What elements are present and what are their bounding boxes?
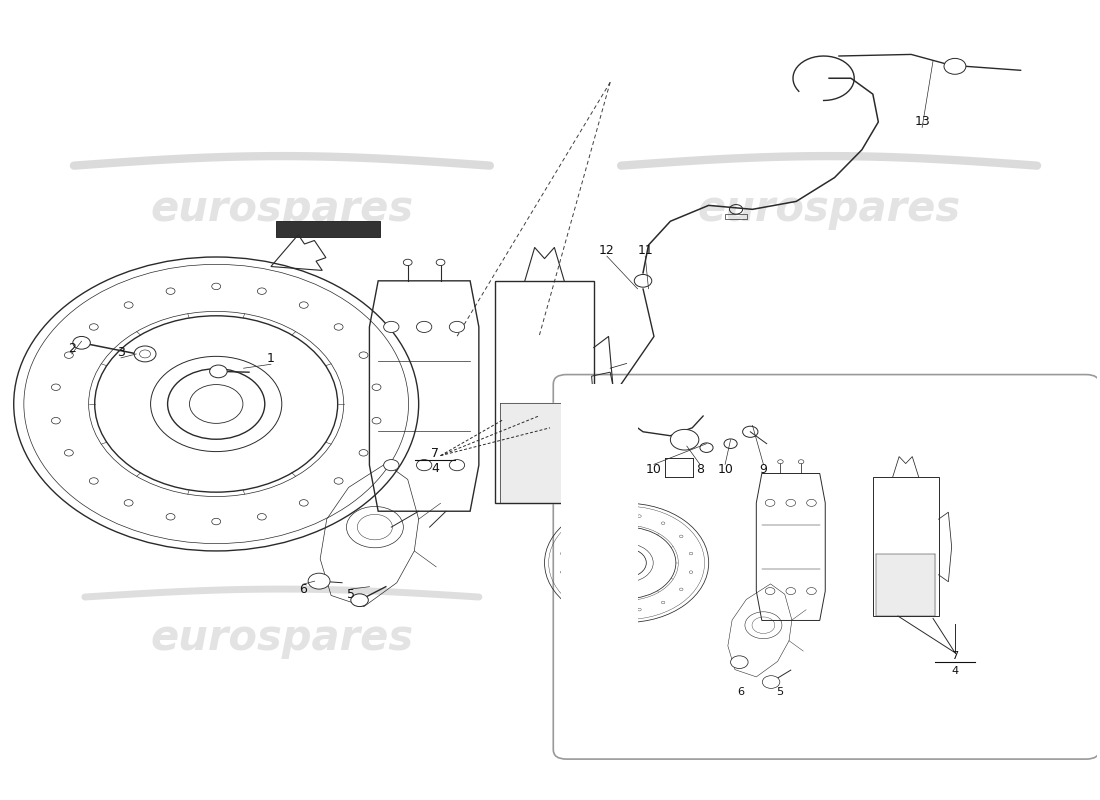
Circle shape <box>700 443 713 453</box>
Text: 6: 6 <box>299 582 307 595</box>
Circle shape <box>65 352 74 358</box>
Circle shape <box>351 594 369 606</box>
Circle shape <box>762 676 780 688</box>
Circle shape <box>661 522 664 525</box>
Circle shape <box>166 514 175 520</box>
Text: 11: 11 <box>637 244 653 257</box>
Circle shape <box>372 384 381 390</box>
Circle shape <box>638 514 641 518</box>
Circle shape <box>404 259 412 266</box>
Circle shape <box>588 522 592 525</box>
Circle shape <box>449 459 464 470</box>
Circle shape <box>449 322 464 333</box>
Circle shape <box>690 571 693 574</box>
Circle shape <box>778 460 783 464</box>
Circle shape <box>786 587 795 594</box>
Circle shape <box>89 478 98 484</box>
Circle shape <box>299 500 308 506</box>
Text: 13: 13 <box>914 115 929 129</box>
Circle shape <box>257 514 266 520</box>
Text: 10: 10 <box>646 463 662 477</box>
Circle shape <box>799 460 804 464</box>
Text: 4: 4 <box>952 666 958 676</box>
Circle shape <box>372 418 381 424</box>
Text: 5: 5 <box>346 588 355 601</box>
Text: 2: 2 <box>68 342 76 355</box>
Text: 12: 12 <box>600 244 615 257</box>
Circle shape <box>166 288 175 294</box>
Circle shape <box>334 324 343 330</box>
Circle shape <box>724 439 737 449</box>
Circle shape <box>437 259 444 266</box>
Circle shape <box>257 288 266 294</box>
Circle shape <box>134 346 156 362</box>
Circle shape <box>944 58 966 74</box>
Circle shape <box>786 499 795 506</box>
Text: 9: 9 <box>759 463 768 477</box>
Circle shape <box>417 322 432 333</box>
Circle shape <box>359 450 369 456</box>
Circle shape <box>167 369 265 439</box>
Circle shape <box>607 549 647 577</box>
Text: 4: 4 <box>431 462 439 475</box>
Circle shape <box>570 588 574 590</box>
Circle shape <box>299 302 308 308</box>
Text: 8: 8 <box>696 463 704 477</box>
Text: 1: 1 <box>267 352 275 365</box>
Circle shape <box>638 608 641 611</box>
Text: eurospares: eurospares <box>151 188 414 230</box>
Circle shape <box>635 274 652 287</box>
Circle shape <box>334 478 343 484</box>
Circle shape <box>806 499 816 506</box>
Circle shape <box>384 459 399 470</box>
Circle shape <box>384 322 399 333</box>
Text: 7: 7 <box>431 446 439 460</box>
Text: 10: 10 <box>717 463 733 477</box>
Circle shape <box>612 608 616 611</box>
Circle shape <box>52 418 60 424</box>
Text: 3: 3 <box>117 346 125 359</box>
Circle shape <box>560 552 564 555</box>
Text: eurospares: eurospares <box>151 618 414 659</box>
Circle shape <box>65 450 74 456</box>
Circle shape <box>359 352 369 358</box>
Circle shape <box>52 384 60 390</box>
Circle shape <box>670 430 698 450</box>
Text: eurospares: eurospares <box>706 500 952 538</box>
Circle shape <box>680 588 683 590</box>
Circle shape <box>73 337 90 349</box>
Bar <box>561 384 638 750</box>
FancyBboxPatch shape <box>553 374 1099 759</box>
Text: eurospares: eurospares <box>697 188 960 230</box>
Circle shape <box>766 499 774 506</box>
Circle shape <box>560 571 564 574</box>
Circle shape <box>124 302 133 308</box>
Circle shape <box>570 535 574 538</box>
Circle shape <box>211 283 221 290</box>
Circle shape <box>806 587 816 594</box>
Circle shape <box>124 500 133 506</box>
Circle shape <box>308 573 330 589</box>
Circle shape <box>211 518 221 525</box>
Circle shape <box>766 587 774 594</box>
Circle shape <box>730 656 748 669</box>
Circle shape <box>89 324 98 330</box>
Text: 7: 7 <box>952 651 958 661</box>
Circle shape <box>690 552 693 555</box>
Circle shape <box>588 601 592 604</box>
Circle shape <box>742 426 758 438</box>
Circle shape <box>210 365 227 378</box>
Circle shape <box>612 514 616 518</box>
Circle shape <box>661 601 664 604</box>
Circle shape <box>680 535 683 538</box>
Circle shape <box>417 459 432 470</box>
Text: 6: 6 <box>737 687 744 698</box>
Polygon shape <box>276 222 381 237</box>
Text: 5: 5 <box>777 687 783 698</box>
